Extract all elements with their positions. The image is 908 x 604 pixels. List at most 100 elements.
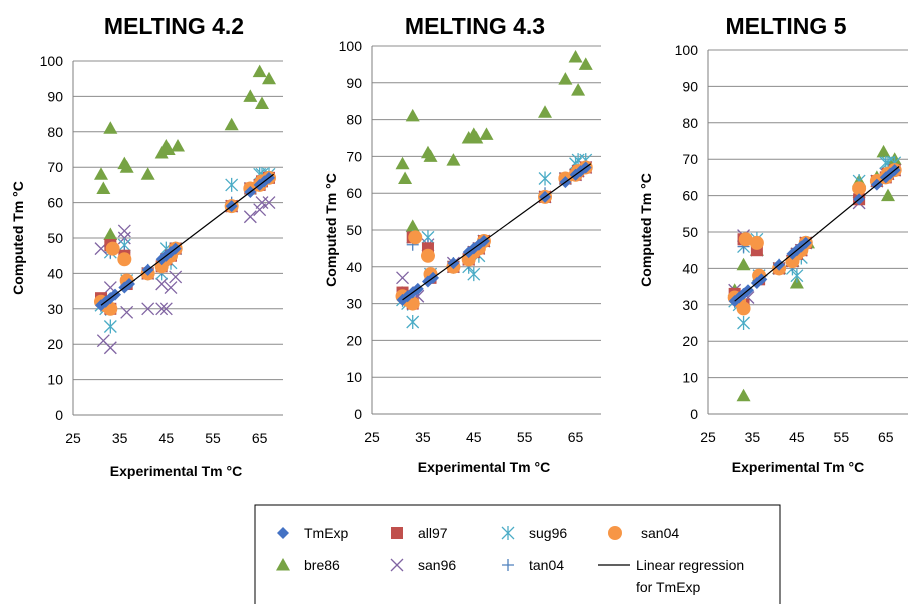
- legend: TmExp all97 sug96 san04 bre86 san96 tan0…: [254, 504, 781, 604]
- point-bre86: [103, 227, 118, 240]
- y-tick-label: 80: [682, 115, 698, 131]
- point-bre86: [252, 64, 267, 78]
- point-bre86: [119, 160, 134, 173]
- legend-label: all97: [418, 525, 448, 541]
- x-tick-label: 35: [745, 429, 761, 445]
- point-sug96: [103, 319, 117, 334]
- regression-line: [734, 166, 900, 302]
- legend-marker-san96: [390, 558, 404, 572]
- y-tick-label: 30: [47, 301, 63, 317]
- y-tick-label: 10: [346, 369, 362, 385]
- point-bre86: [405, 219, 420, 232]
- point-san96: [117, 231, 131, 245]
- point-sug96: [790, 268, 804, 283]
- legend-label: Linear regression: [636, 557, 744, 573]
- y-tick-label: 60: [47, 195, 63, 211]
- y-tick-label: 80: [47, 124, 63, 140]
- point-bre86: [469, 131, 484, 144]
- legend-label: tan04: [529, 557, 564, 573]
- y-tick-label: 40: [346, 259, 362, 275]
- x-marker-icon: [390, 558, 404, 572]
- chart-title: MELTING 4.2: [104, 13, 244, 39]
- point-bre86: [398, 171, 413, 184]
- legend-item-all97: all97: [391, 525, 448, 541]
- point-sug96: [406, 315, 420, 329]
- y-axis-label: Computed Tm °C: [323, 173, 339, 287]
- regression-line: [100, 173, 275, 306]
- legend-label-continued: for TmExp: [636, 579, 701, 595]
- x-axis-label: Experimental Tm °C: [418, 459, 550, 475]
- legend-marker-tan04: [502, 559, 514, 571]
- point-bre86: [446, 153, 461, 166]
- point-san04: [408, 230, 423, 245]
- x-tick-label: 25: [364, 429, 380, 445]
- point-bre86: [736, 388, 751, 402]
- chart-title: MELTING 5: [726, 13, 847, 39]
- circle-marker-icon: [608, 526, 622, 540]
- point-sug96: [225, 177, 239, 192]
- legend-label: san96: [418, 557, 456, 573]
- plus-marker-icon: [502, 559, 514, 571]
- y-tick-label: 50: [346, 222, 362, 238]
- y-tick-label: 10: [682, 370, 698, 386]
- x-tick-label: 45: [466, 429, 482, 445]
- point-san04: [852, 181, 867, 196]
- point-san04: [738, 232, 753, 247]
- legend-marker-sug96: [501, 526, 515, 540]
- y-tick-label: 20: [346, 332, 362, 348]
- y-tick-label: 100: [675, 42, 699, 58]
- x-tick-label: 35: [415, 429, 431, 445]
- legend-marker-bre86: [276, 558, 290, 571]
- x-tick-label: 55: [205, 430, 221, 446]
- tick-labels: 0 10 20 30 40 50 60 70 80 90 100 25 35 45 55 65: [339, 38, 584, 445]
- x-tick-label: 65: [568, 429, 584, 445]
- point-sug96: [737, 316, 751, 330]
- x-tick-label: 25: [700, 429, 716, 445]
- point-san96: [141, 302, 155, 316]
- y-tick-label: 20: [682, 333, 698, 349]
- point-san04: [736, 301, 751, 316]
- point-san96: [155, 277, 169, 291]
- y-tick-label: 90: [346, 75, 362, 91]
- legend-item-regression: Linear regression for TmExp: [598, 557, 744, 595]
- x-tick-label: 25: [65, 430, 81, 446]
- panel-melting-4-3: MELTING 4.3 0 10 20 30 40 50 60 70 80 90 100 25 35 45…: [323, 13, 601, 475]
- legend-marker-tmexp: [277, 527, 289, 539]
- point-san04: [749, 235, 764, 250]
- legend-item-bre86: bre86: [276, 557, 340, 573]
- point-bre86: [876, 144, 891, 158]
- y-tick-label: 0: [690, 406, 698, 422]
- legend-marker-san04: [608, 526, 622, 540]
- axes: [707, 50, 908, 415]
- y-tick-label: 70: [47, 159, 63, 175]
- point-bre86: [94, 167, 108, 180]
- diamond-marker-icon: [277, 527, 289, 539]
- point-san96: [169, 270, 183, 284]
- y-tick-label: 80: [346, 112, 362, 128]
- y-tick-label: 70: [682, 151, 698, 167]
- point-bre86: [578, 57, 593, 70]
- y-tick-label: 40: [682, 260, 698, 276]
- point-bre86: [161, 142, 176, 155]
- y-tick-label: 100: [40, 53, 64, 69]
- point-bre86: [103, 121, 118, 134]
- point-bre86: [154, 146, 169, 159]
- x-tick-label: 55: [517, 429, 533, 445]
- point-san04: [105, 241, 120, 256]
- x-tick-label: 65: [252, 430, 268, 446]
- point-bre86: [395, 156, 410, 170]
- legend-box: [254, 504, 781, 604]
- point-bre86: [423, 149, 438, 162]
- point-san96: [155, 302, 169, 316]
- point-san96: [117, 224, 131, 238]
- point-san96: [120, 305, 134, 319]
- y-tick-label: 20: [47, 336, 63, 352]
- point-san04: [420, 248, 435, 263]
- legend-item-tan04: tan04: [502, 557, 564, 573]
- y-tick-label: 0: [354, 406, 362, 422]
- y-tick-label: 30: [346, 296, 362, 312]
- axes: [72, 61, 283, 416]
- point-san04: [117, 252, 132, 267]
- legend-label: TmExp: [304, 525, 349, 541]
